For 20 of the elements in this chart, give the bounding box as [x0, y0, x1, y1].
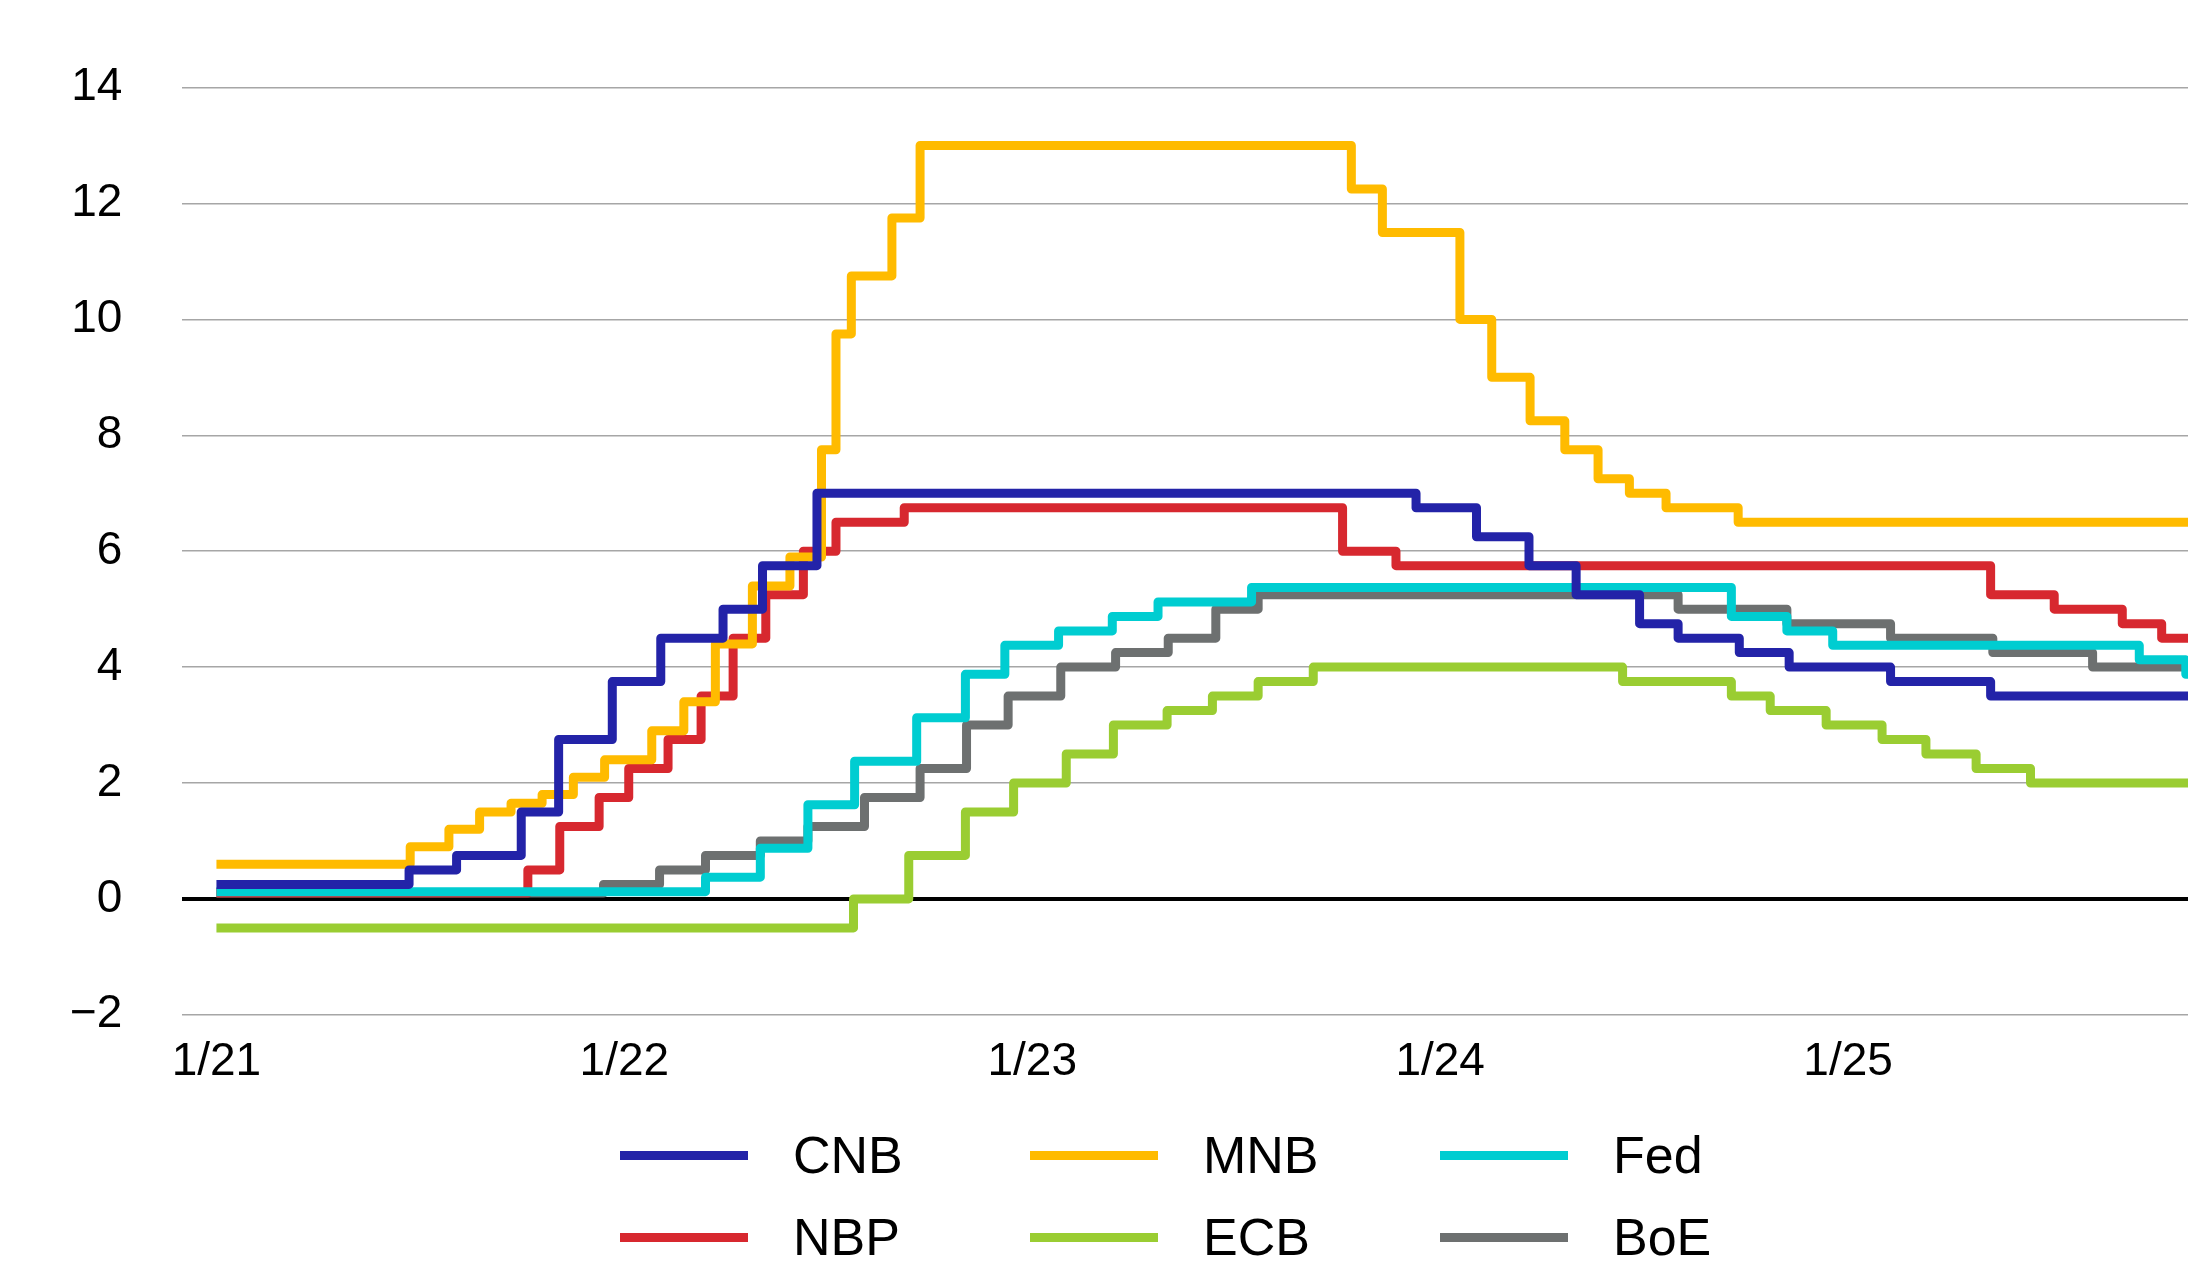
legend-label: ECB [1203, 1207, 1310, 1267]
legend-label: Fed [1613, 1125, 1703, 1185]
x-tick-label: 1/23 [987, 1033, 1078, 1086]
x-tick-label: 1/21 [171, 1033, 262, 1086]
y-tick-label: 12 [71, 174, 123, 227]
x-tick-label: 1/25 [1803, 1033, 1893, 1086]
legend-label: MNB [1203, 1125, 1319, 1185]
x-tick-label: 1/24 [1395, 1033, 1485, 1086]
legend-label: NBP [793, 1207, 900, 1267]
legend-label: CNB [793, 1125, 903, 1185]
y-tick-label: 4 [96, 637, 123, 690]
x-tick-label: 1/22 [579, 1033, 670, 1086]
y-tick-label: 6 [96, 521, 123, 574]
legend-label: BoE [1613, 1207, 1712, 1267]
y-tick-label: 0 [96, 869, 123, 922]
y-tick-label: 10 [71, 290, 123, 343]
y-tick-label: 8 [96, 405, 123, 458]
y-tick-label: 14 [71, 58, 123, 111]
y-tick-label: −2 [69, 985, 123, 1038]
y-tick-label: 2 [96, 753, 123, 806]
